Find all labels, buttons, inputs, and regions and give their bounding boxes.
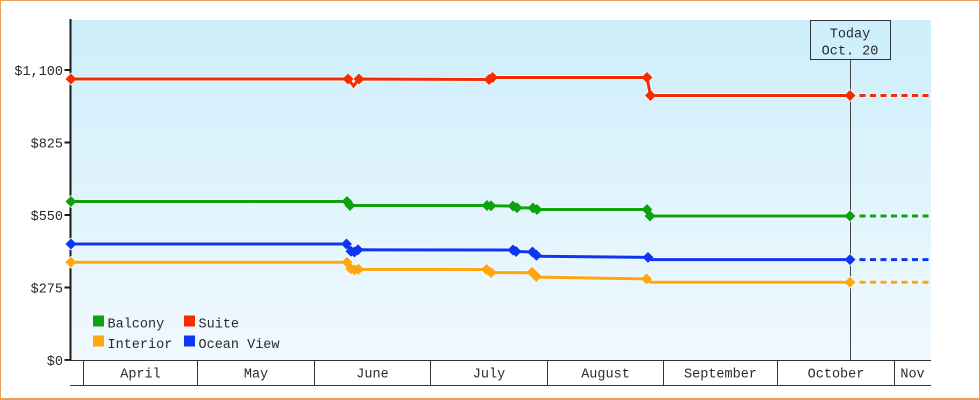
svg-text:$550: $550 [31, 210, 63, 225]
svg-text:Nov: Nov [900, 368, 924, 383]
svg-text:April: April [120, 368, 161, 383]
svg-text:$1,100: $1,100 [14, 65, 63, 80]
svg-text:$0: $0 [47, 355, 63, 370]
svg-text:Today: Today [830, 28, 871, 43]
svg-text:Oct. 20: Oct. 20 [822, 45, 879, 60]
svg-text:Balcony: Balcony [108, 318, 165, 333]
svg-text:Interior: Interior [108, 338, 173, 353]
svg-text:$275: $275 [31, 283, 63, 298]
svg-text:Ocean View: Ocean View [199, 338, 280, 353]
svg-text:October: October [808, 368, 865, 383]
svg-text:May: May [244, 368, 268, 383]
svg-text:August: August [581, 368, 630, 383]
svg-text:June: June [356, 368, 388, 383]
svg-text:Suite: Suite [199, 318, 240, 333]
svg-text:September: September [684, 368, 757, 383]
svg-text:July: July [473, 368, 505, 383]
svg-text:$825: $825 [31, 138, 63, 153]
